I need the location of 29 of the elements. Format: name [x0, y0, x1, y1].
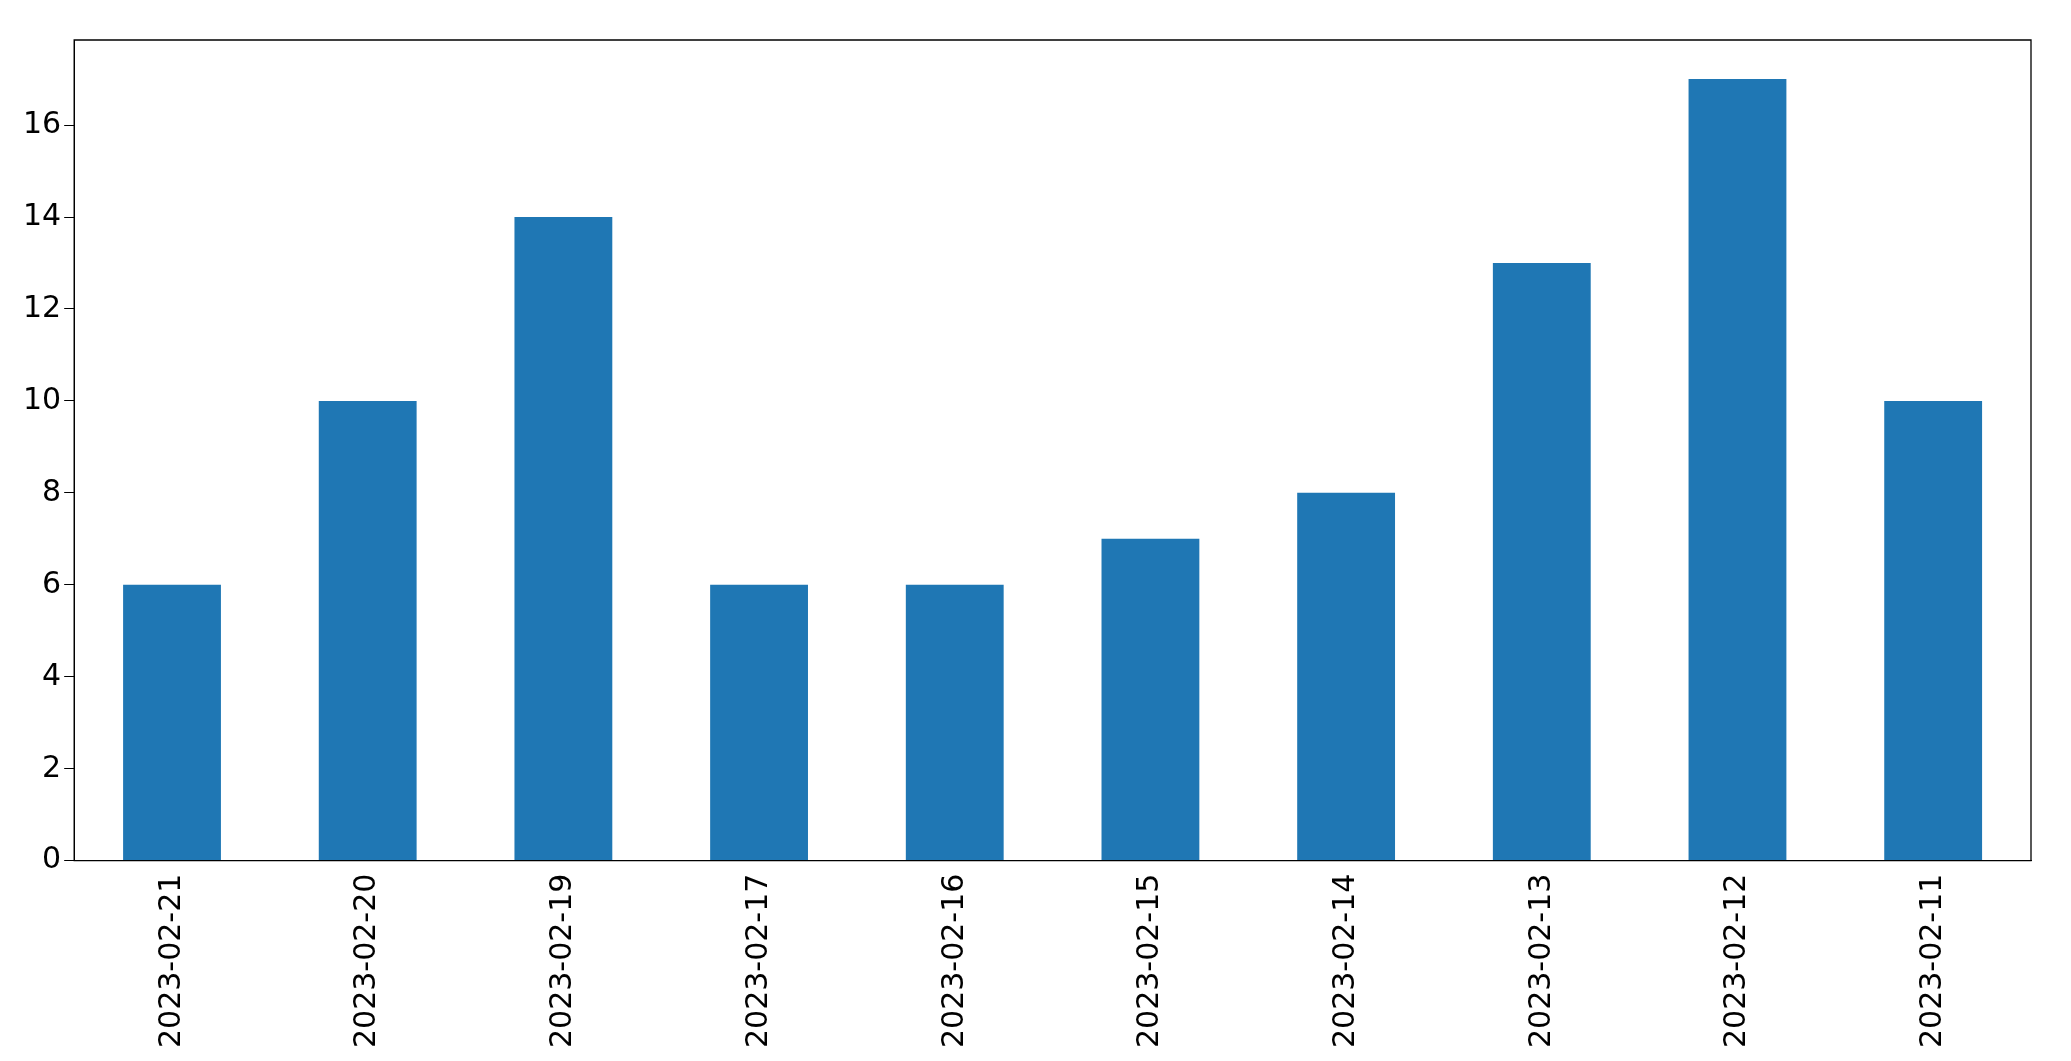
y-tick-label: 12 [22, 288, 62, 324]
y-tick-label: 0 [42, 840, 62, 876]
bar [905, 584, 1004, 861]
bar [1297, 492, 1396, 861]
x-tick-label: 2023-02-17 [738, 873, 774, 1049]
y-tick-label: 2 [42, 748, 62, 784]
x-tick-label: 2023-02-16 [934, 873, 970, 1049]
x-tick-label: 2023-02-15 [1130, 873, 1166, 1049]
bar [710, 584, 808, 861]
bar [514, 217, 613, 861]
x-tick-label: 2023-02-21 [151, 873, 187, 1049]
y-tick-label: 4 [42, 656, 62, 692]
x-tick-label: 2023-02-12 [1717, 873, 1753, 1049]
bar [123, 584, 221, 861]
x-tick-label: 2023-02-19 [543, 873, 579, 1049]
y-tick-label: 6 [42, 564, 62, 600]
bar [1688, 79, 1787, 861]
x-tick-label: 2023-02-11 [1912, 873, 1948, 1049]
x-tick-label: 2023-02-13 [1521, 873, 1557, 1049]
bar [1492, 262, 1591, 861]
y-tick-label: 14 [22, 196, 62, 232]
y-tick-label: 16 [22, 104, 62, 140]
bar [1101, 538, 1200, 861]
y-tick-label: 8 [42, 472, 62, 508]
bar [318, 400, 417, 861]
bar [1884, 400, 1983, 861]
x-tick-label: 2023-02-20 [347, 873, 383, 1049]
y-tick-label: 10 [22, 380, 62, 416]
x-tick-label: 2023-02-14 [1325, 873, 1361, 1049]
